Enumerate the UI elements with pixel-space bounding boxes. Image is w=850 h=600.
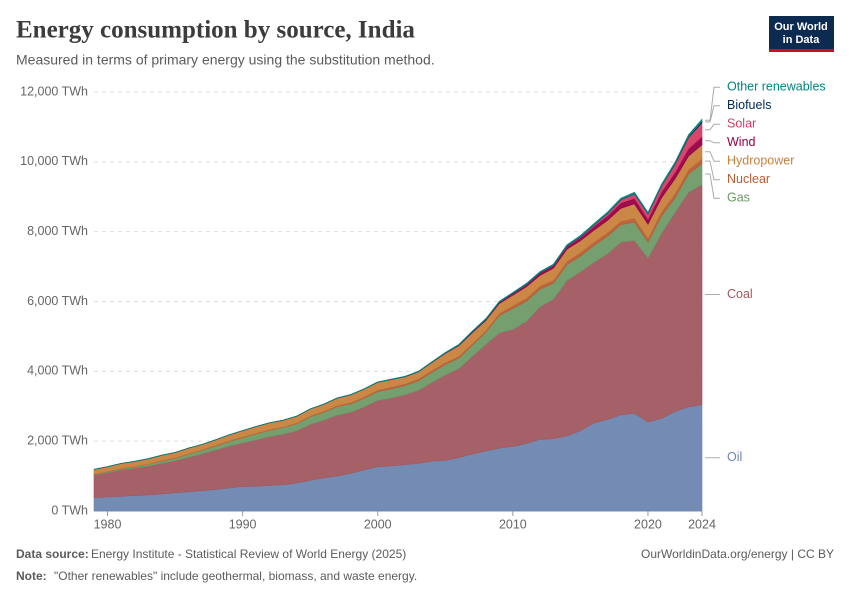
source-label: Data source: — [16, 547, 89, 561]
y-tick-label: 6,000 TWh — [27, 294, 88, 308]
x-tick-label: 2020 — [634, 517, 662, 531]
x-tick-label: 2000 — [364, 517, 392, 531]
label-leader — [705, 86, 720, 121]
credit: OurWorldinData.org/energy | CC BY — [641, 547, 834, 561]
chart-title: Energy consumption by source, India — [16, 17, 415, 44]
y-tick-label: 4,000 TWh — [27, 364, 88, 378]
chart-subtitle: Measured in terms of primary energy usin… — [16, 52, 435, 68]
x-tick-label: 2010 — [499, 517, 527, 531]
y-tick-label: 10,000 TWh — [20, 154, 88, 168]
label-leader — [705, 151, 720, 162]
x-tick-label: 1980 — [94, 517, 122, 531]
series-label: Biofuels — [727, 98, 771, 112]
logo-box — [769, 16, 834, 52]
series-label: Oil — [727, 450, 742, 464]
series-label: Gas — [727, 191, 750, 205]
label-leader — [705, 123, 720, 131]
area — [93, 118, 703, 470]
logo-text: Our World — [774, 21, 828, 33]
y-tick-label: 0 TWh — [51, 503, 88, 517]
logo-text: in Data — [783, 34, 821, 46]
label-leader — [705, 160, 720, 181]
series-label: Nuclear — [727, 172, 770, 186]
series-label: Coal — [727, 287, 753, 301]
x-tick-label: 1990 — [229, 517, 257, 531]
x-tick-label: 2024 — [688, 517, 716, 531]
series-label: Solar — [727, 117, 756, 131]
label-leader — [705, 140, 720, 144]
y-tick-label: 2,000 TWh — [27, 433, 88, 447]
series-label: Wind — [727, 135, 756, 149]
series-label: Hydropower — [727, 154, 794, 168]
logo: Our World in Data — [769, 16, 834, 52]
label-leader — [705, 173, 720, 199]
label-leader — [705, 105, 720, 123]
series-label: Other renewables — [727, 80, 826, 94]
y-tick-label: 8,000 TWh — [27, 224, 88, 238]
note-label: Note: — [16, 569, 47, 583]
logo-bar — [769, 49, 834, 52]
y-tick-label: 12,000 TWh — [20, 84, 88, 98]
source: Energy Institute - Statistical Review of… — [91, 547, 406, 561]
note: "Other renewables" include geothermal, b… — [54, 569, 417, 583]
